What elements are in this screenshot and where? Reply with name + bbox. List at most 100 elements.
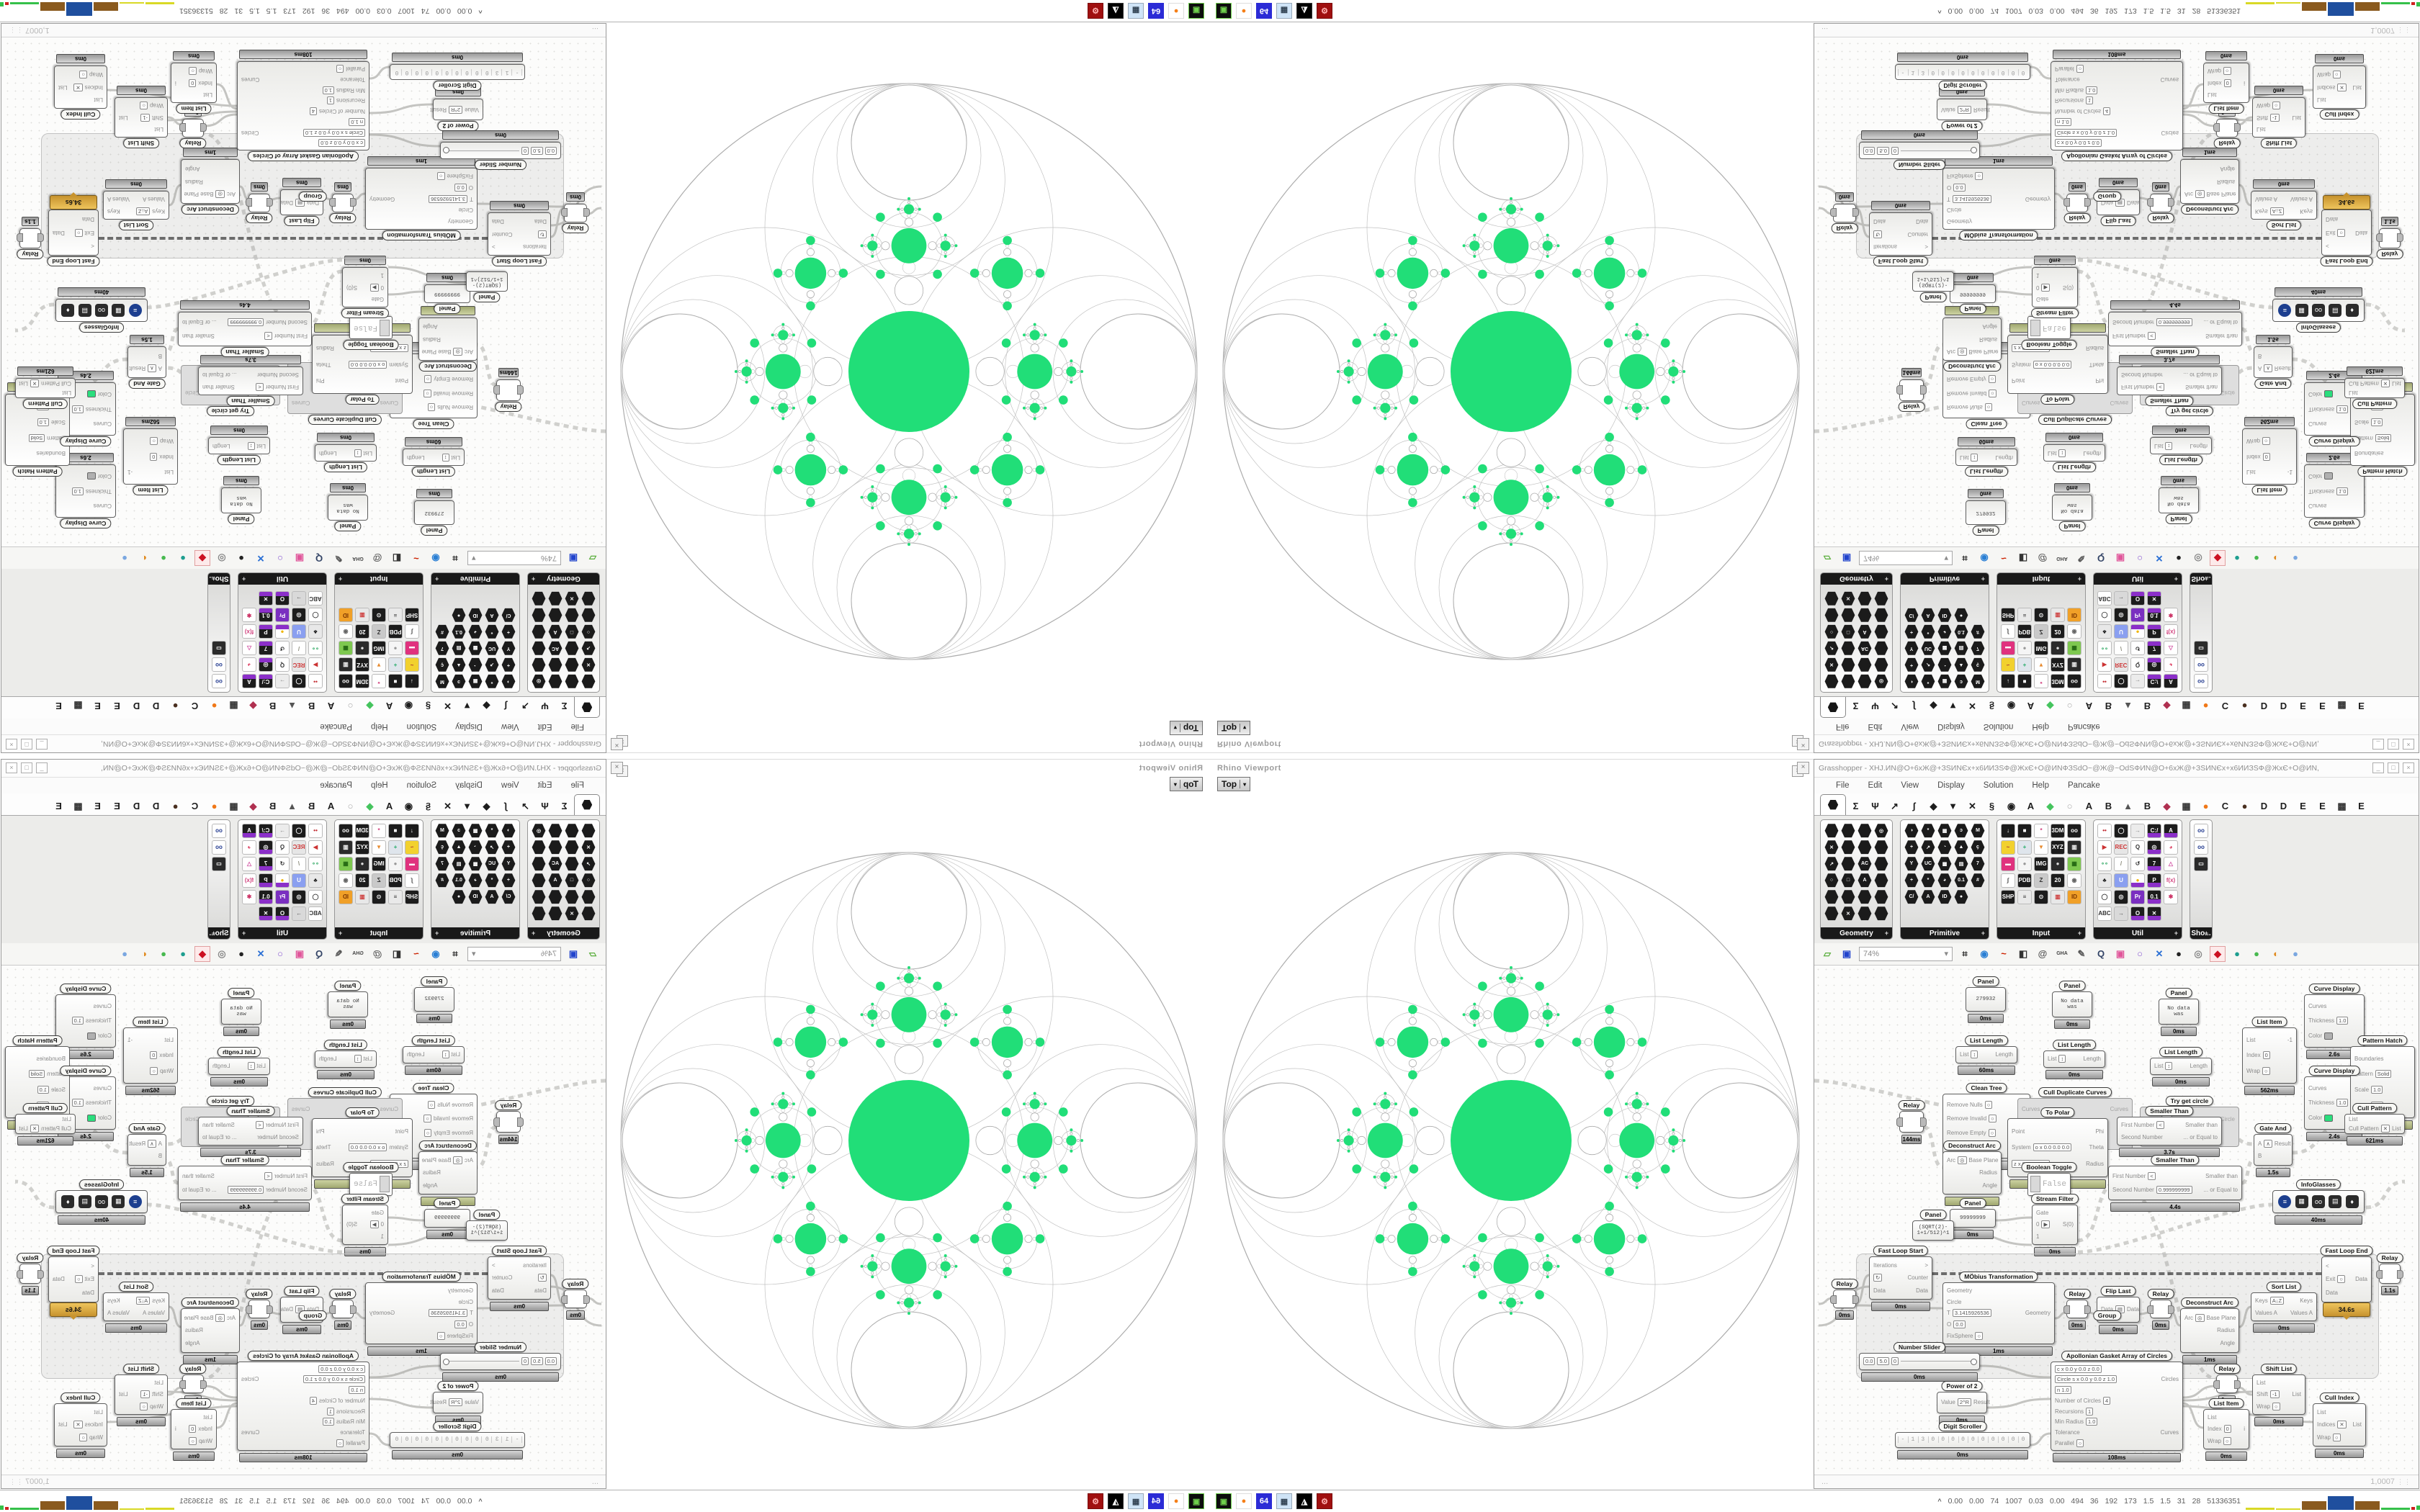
sketch-icon[interactable]: ~ xyxy=(2001,552,2007,564)
gha-icon[interactable]: GHA xyxy=(2056,951,2068,957)
param-value[interactable]: 0.999999999 xyxy=(2156,318,2192,327)
component-icon[interactable]: IMG xyxy=(2034,856,2048,871)
component-icon[interactable]: ◔ xyxy=(468,840,483,855)
scroller-digit[interactable]: 0 xyxy=(462,1436,472,1444)
info-icon[interactable]: ≡ xyxy=(128,1194,142,1208)
scroller-digit[interactable]: 0 xyxy=(412,1436,422,1444)
info-icon[interactable]: ▤ xyxy=(78,304,91,318)
relay-body[interactable] xyxy=(332,1299,354,1318)
component-icon[interactable]: ● xyxy=(452,608,466,622)
param-value[interactable]: c x 0.0 y 0.0 z 0.0 xyxy=(2055,1364,2102,1373)
node-body[interactable]: Gate 0 ▶ S(0) 1 xyxy=(2032,267,2078,308)
relay-body[interactable] xyxy=(1833,204,1856,223)
find-icon[interactable]: Q xyxy=(315,552,323,564)
component-icon[interactable]: ▥ xyxy=(339,840,353,855)
component-icon[interactable]: ✕ xyxy=(1824,657,1839,672)
menu-item-edit[interactable]: Edit xyxy=(1868,780,1883,790)
param-value[interactable]: 1.0 xyxy=(2086,1418,2098,1426)
gh-node-stream-filter[interactable]: Stream Filter Gate 0 ▶ S(0) 1 0ms xyxy=(2031,256,2079,319)
gha-icon[interactable]: GHA xyxy=(352,951,364,957)
component-icon[interactable]: ✕ xyxy=(1841,591,1855,606)
node-body[interactable]: Curves Thickness 1.0 Color xyxy=(2304,994,2365,1048)
param-value[interactable]: 3.1415926536 xyxy=(429,1309,468,1318)
component-icon[interactable]: ◎ xyxy=(532,824,546,838)
param-value[interactable]: 3.1415926536 xyxy=(1952,194,1991,203)
color-swatch[interactable] xyxy=(86,1114,96,1122)
node-body[interactable]: 99999999 xyxy=(424,1208,470,1228)
relay-body[interactable] xyxy=(1896,1110,1927,1133)
tab-plugin-shield[interactable]: ◆ xyxy=(2163,701,2171,712)
tab-curve[interactable]: ʃ xyxy=(1912,801,1916,812)
param-value[interactable]: < xyxy=(264,332,272,341)
info-icon[interactable]: ≡ xyxy=(128,304,142,318)
chevron-down-icon[interactable]: ▾ xyxy=(1944,950,1948,959)
component-icon[interactable] xyxy=(1874,857,1888,871)
gh-node-shift-list[interactable]: Shift List List Shift -1 List Wrap ○ 0ms xyxy=(115,86,168,149)
param-value[interactable]: ○ xyxy=(75,1275,83,1284)
tab-display[interactable]: ◉ xyxy=(404,701,413,712)
expand-icon[interactable]: + xyxy=(242,930,246,937)
gh-node-number-slider[interactable]: Number Slider 0.0 5.0 0 0ms xyxy=(440,130,561,171)
component-icon[interactable]: Q xyxy=(2130,657,2145,672)
param-value[interactable]: Solid xyxy=(28,1070,45,1079)
gh-node-relay-144[interactable]: Relay 144ms xyxy=(1896,1099,1927,1144)
node-body[interactable]: Keys A↓Z Keys Values A Values A xyxy=(103,191,169,220)
tab-plugin-d2[interactable]: D xyxy=(2280,700,2287,711)
node-body[interactable]: List -1 Index 0 Wrap ○ xyxy=(123,1027,178,1084)
tab-curve[interactable]: ʃ xyxy=(1912,700,1916,711)
param-value[interactable]: Circle s x 0.0 y 0.0 z 1.0 xyxy=(2055,1375,2118,1384)
resize-grip-icon[interactable]: ⋮⋮ xyxy=(2397,1478,2411,1486)
component-icon[interactable]: ∫ xyxy=(2001,624,2015,639)
scroller-digit[interactable]: 0 xyxy=(1978,68,1988,76)
component-icon[interactable]: ↓ xyxy=(2001,674,2015,689)
gh-node-panel-a[interactable]: Panel 279932 0ms xyxy=(414,489,454,536)
component-icon[interactable]: ◑ xyxy=(501,674,516,688)
gh-node-mobius-transformation[interactable]: MÖbius Transformation Geometry Circle T 3.14… xyxy=(1942,156,2055,241)
tab-mesh[interactable]: ▼ xyxy=(462,700,472,711)
menu-item-help[interactable]: Help xyxy=(370,780,388,790)
component-icon[interactable]: P xyxy=(259,624,273,639)
component-icon[interactable] xyxy=(1874,657,1888,672)
toggle-body[interactable]: False xyxy=(2027,316,2071,340)
node-body[interactable]: ≡ ▦ oo ▤ ♦ xyxy=(55,299,148,323)
palette-group-caption[interactable]: Input + xyxy=(335,572,423,585)
sphere-orange-icon[interactable]: ◐ xyxy=(2273,948,2279,960)
param-value[interactable]: ○ xyxy=(427,403,436,412)
scroller-digit[interactable]: 0 xyxy=(483,68,493,76)
component-icon[interactable]: ∘∘ xyxy=(308,641,323,656)
node-body[interactable]: List ↕ Length xyxy=(2043,1050,2105,1068)
node-body[interactable]: List Cull Pattern ✕ List xyxy=(2344,378,2405,399)
relay-body[interactable] xyxy=(2216,119,2238,138)
component-icon[interactable] xyxy=(565,890,579,904)
component-icon[interactable]: ▭ xyxy=(2194,856,2208,871)
chevron-down-icon[interactable]: ▾ xyxy=(472,950,476,959)
component-icon[interactable]: ● xyxy=(355,856,369,871)
param-value[interactable]: 4 xyxy=(2103,107,2111,116)
tab-maths[interactable]: Σ xyxy=(1852,700,1859,711)
component-icon[interactable]: ◉ xyxy=(2067,873,2081,888)
node-body[interactable]: Keys A↓Z Keys Values A Values A xyxy=(2251,191,2317,220)
color-swatch[interactable] xyxy=(2324,1114,2334,1122)
component-icon[interactable]: → xyxy=(2130,674,2145,689)
param-value[interactable]: n 1.0 xyxy=(349,1386,365,1395)
gh-node-relay-144[interactable]: Relay 144ms xyxy=(1898,368,1925,413)
gh-node-smaller-than-2[interactable]: Smaller Than First Number < Smaller than Sec… xyxy=(178,1154,312,1212)
tab-plugin-e2[interactable]: E xyxy=(2319,801,2326,812)
scroller-digit[interactable]: 0 xyxy=(1927,68,1937,76)
component-icon[interactable]: ▤ xyxy=(452,641,466,655)
component-icon[interactable]: ↗ xyxy=(485,840,499,855)
component-icon[interactable]: + xyxy=(388,657,403,672)
expand-icon[interactable]: + xyxy=(2077,575,2081,582)
tab-vector[interactable]: ↗ xyxy=(521,701,529,712)
find-icon[interactable]: Q xyxy=(315,948,323,960)
scroller-digit[interactable]: 0 xyxy=(1958,1436,1968,1444)
param-value[interactable]: < xyxy=(256,382,264,391)
component-icon[interactable]: oo xyxy=(212,840,226,855)
component-icon[interactable]: → xyxy=(2114,591,2128,606)
tab-plugin-bird[interactable]: ● xyxy=(2241,700,2248,711)
param-value[interactable]: ↻ xyxy=(537,1274,547,1282)
scroller-digit[interactable]: 0 xyxy=(2008,1436,2017,1444)
component-icon[interactable]: REC xyxy=(292,840,306,855)
rings-icon[interactable]: ◎ xyxy=(2194,553,2202,564)
